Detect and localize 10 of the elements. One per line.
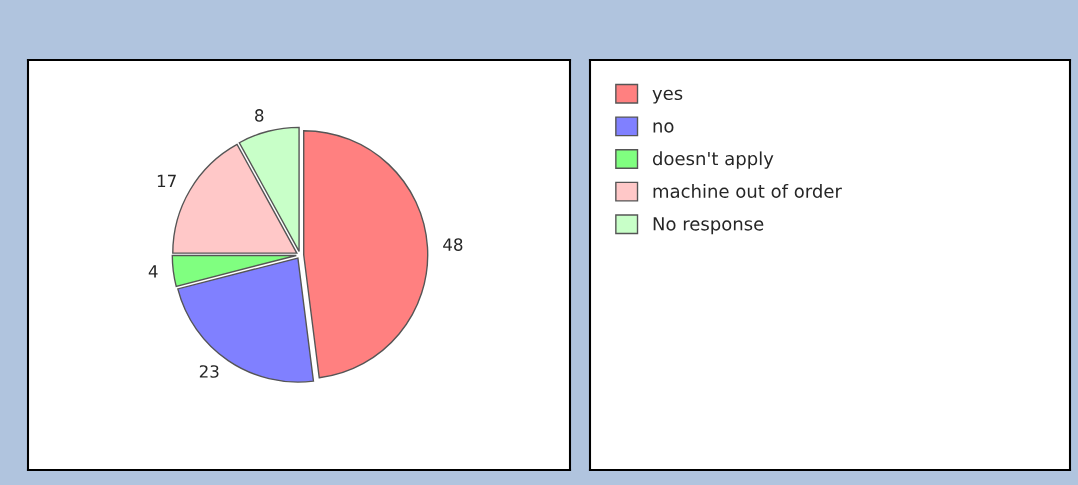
data-label: 8 xyxy=(255,109,264,122)
legend-label: machine out of order xyxy=(653,184,842,198)
legend-label: yes xyxy=(652,89,683,104)
legend-label: doesn't apply xyxy=(652,151,774,169)
legend-label: no xyxy=(653,122,674,133)
data-label: 17 xyxy=(157,174,176,188)
legend-label: No response xyxy=(653,217,764,235)
data-label: 48 xyxy=(443,238,463,251)
data-label: 23 xyxy=(199,365,219,378)
data-label: 4 xyxy=(148,265,158,278)
